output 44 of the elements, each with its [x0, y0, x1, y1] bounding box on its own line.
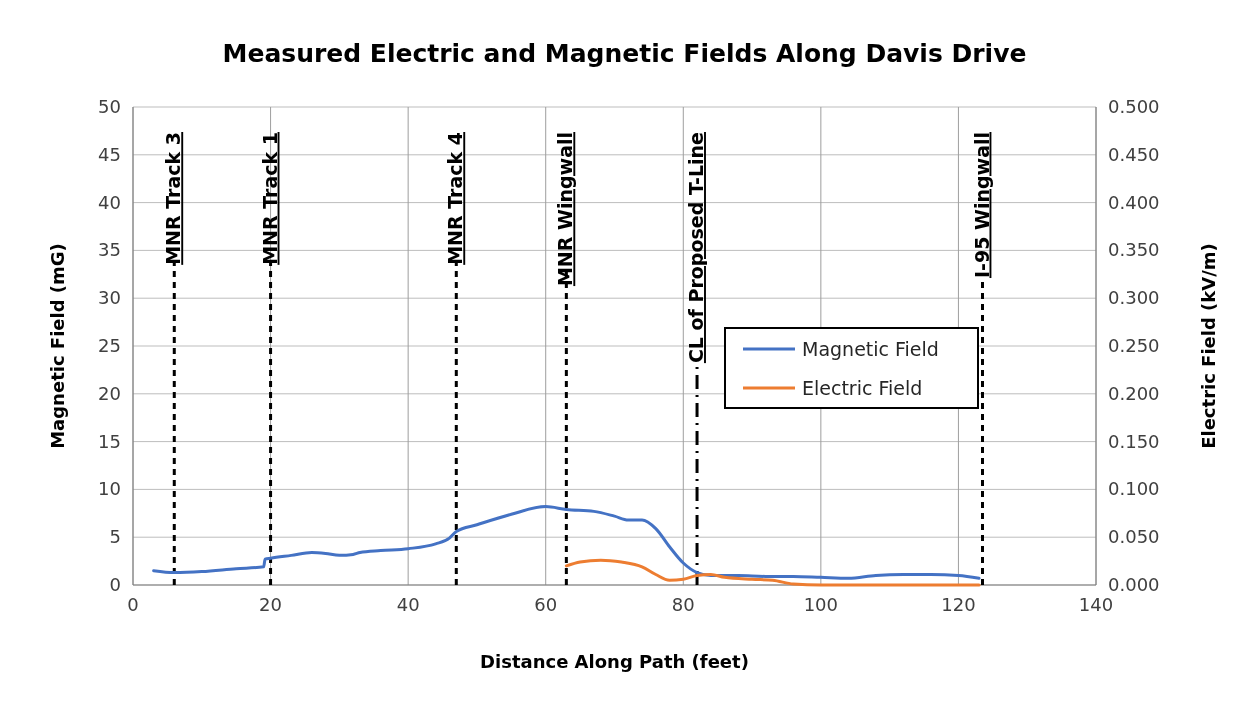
y2-tick-label: 0.000: [1108, 574, 1160, 595]
ref-line-label: MNR Track 1: [258, 132, 281, 265]
y-tick-label: 10: [98, 478, 121, 500]
y2-tick-label: 0.400: [1108, 191, 1160, 213]
x-tick-label: 40: [396, 594, 420, 615]
x-tick-label: 140: [1078, 594, 1114, 615]
legend-label: Magnetic Field: [802, 338, 939, 360]
y2-tick-label: 0.050: [1108, 526, 1160, 548]
y-axis-title: Magnetic Field (mG): [47, 243, 68, 449]
x-tick-label: 80: [671, 594, 695, 615]
y-tick-label: 20: [98, 382, 121, 404]
y2-tick-label: 0.350: [1108, 239, 1160, 261]
y2-tick-label: 0.150: [1108, 430, 1160, 452]
ref-line-label: CL of Proposed T-Line: [685, 132, 708, 364]
ref-line-label: MNR Track 4: [444, 132, 467, 265]
x-tick-label: 20: [259, 594, 283, 615]
x-tick-label: 100: [803, 594, 839, 615]
line-series: [564, 558, 981, 587]
y-tick-label: 25: [98, 335, 121, 356]
x-tick-label: 0: [127, 594, 139, 615]
y2-tick-label: 0.450: [1108, 143, 1160, 165]
x-tick-label: 120: [941, 594, 976, 615]
y-tick-label: 50: [98, 96, 121, 117]
ref-line-label: MNR Track 3: [162, 132, 185, 265]
chart-title: Measured Electric and Magnetic Fields Along Davis Drive: [222, 39, 1027, 68]
y-tick-label: 5: [109, 526, 121, 548]
y2-tick-label: 0.250: [1108, 335, 1160, 356]
x-tick-label: 60: [534, 594, 558, 615]
legend-label: Electric Field: [802, 377, 923, 399]
ref-line-label: MNR Wingwall: [554, 132, 577, 287]
y2-tick-label: 0.300: [1108, 287, 1160, 309]
x-axis-title: Distance Along Path (feet): [480, 651, 749, 672]
line-series: [152, 505, 981, 580]
y-tick-label: 40: [98, 191, 121, 213]
y-tick-label: 30: [98, 287, 121, 309]
y-tick-label: 35: [98, 239, 121, 261]
y-tick-label: 15: [98, 430, 121, 452]
ref-line-label: I-95 Wingwall: [970, 132, 993, 279]
y2-tick-label: 0.200: [1108, 382, 1160, 404]
y2-tick-label: 0.500: [1108, 96, 1160, 117]
y-tick-label: 45: [98, 143, 121, 165]
y2-axis-title: Electric Field (kV/m): [1198, 243, 1219, 449]
y-tick-label: 0: [109, 574, 121, 595]
y2-tick-label: 0.100: [1108, 478, 1160, 500]
